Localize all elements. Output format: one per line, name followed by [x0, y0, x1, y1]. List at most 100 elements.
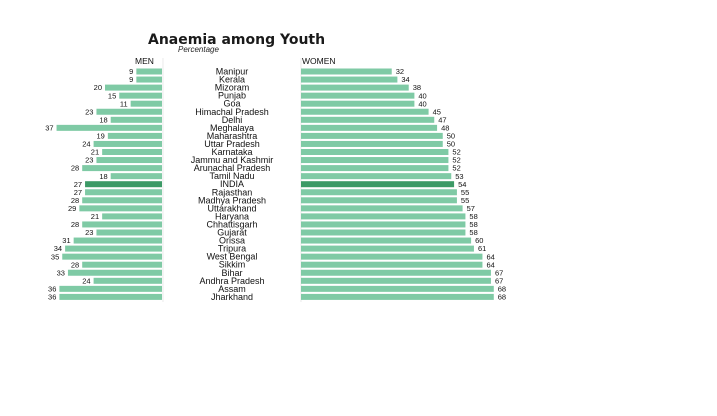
women-value-label: 58 [469, 220, 477, 229]
state-label: Mizoram [215, 83, 250, 93]
men-bar [102, 213, 162, 220]
state-label: INDIA [220, 179, 244, 189]
men-bar [110, 116, 162, 123]
men-value-label: 36 [48, 293, 56, 302]
men-bar [105, 84, 162, 91]
women-value-label: 52 [452, 156, 460, 165]
women-bar [301, 229, 466, 236]
men-bar [119, 92, 162, 99]
women-bar [301, 84, 409, 91]
men-bar [96, 229, 162, 236]
men-column-header: MEN [135, 56, 154, 66]
state-label: Maharashtra [207, 131, 258, 141]
women-value-label: 40 [418, 91, 426, 100]
men-bar [85, 181, 162, 188]
women-bar [301, 140, 443, 147]
men-bar [82, 261, 162, 268]
women-bar [301, 165, 449, 172]
state-label: Tamil Nadu [209, 171, 254, 181]
state-label: Assam [218, 284, 246, 294]
women-value-label: 64 [486, 260, 494, 269]
chart-rows: 9 Manipur 32 9 Kerala 34 20 Mizoram 38 15 Punjab 40… [45, 67, 506, 302]
state-label: Kerala [219, 75, 245, 85]
women-value-label: 55 [461, 196, 469, 205]
men-value-label: 18 [99, 172, 107, 181]
men-bar [136, 68, 162, 75]
men-bar [102, 149, 162, 155]
women-value-label: 40 [418, 99, 426, 108]
state-label: Sikkim [219, 260, 246, 270]
men-bar [136, 76, 162, 83]
men-value-label: 28 [71, 220, 79, 229]
men-value-label: 19 [97, 132, 105, 141]
chart-subtitle: Percentage [178, 45, 219, 54]
chart-title: Anaemia among Youth [148, 32, 325, 48]
men-bar [93, 277, 162, 284]
women-bar [301, 157, 449, 164]
women-bar [301, 189, 457, 196]
men-bar [82, 165, 162, 172]
women-bar [301, 173, 452, 180]
state-label: Goa [223, 99, 240, 109]
women-value-label: 58 [469, 212, 477, 221]
women-value-label: 50 [447, 132, 455, 141]
men-bar [82, 221, 162, 228]
women-value-label: 67 [495, 276, 503, 285]
women-value-label: 47 [438, 115, 446, 124]
men-value-label: 35 [51, 252, 59, 261]
men-value-label: 11 [120, 99, 128, 108]
women-bar [301, 149, 449, 155]
men-bar [96, 157, 162, 164]
women-value-label: 32 [396, 67, 404, 76]
state-label: Himachal Pradesh [195, 107, 269, 117]
women-bar [301, 68, 392, 75]
women-bar [301, 100, 415, 107]
women-value-label: 57 [467, 204, 475, 213]
men-bar [130, 100, 162, 107]
women-bar [301, 108, 429, 115]
women-value-label: 34 [401, 75, 409, 84]
men-value-label: 24 [82, 276, 90, 285]
men-value-label: 23 [85, 107, 93, 116]
state-label: Rajasthan [212, 187, 253, 197]
state-label: Karnataka [211, 147, 252, 157]
men-bar [93, 140, 162, 147]
men-bar [65, 245, 162, 252]
women-column-header: WOMEN [302, 56, 336, 66]
men-value-label: 28 [71, 260, 79, 269]
men-bar [59, 293, 162, 300]
women-value-label: 48 [441, 123, 449, 132]
men-value-label: 23 [85, 228, 93, 237]
women-value-label: 61 [478, 244, 486, 253]
men-bar [56, 124, 162, 131]
state-label: Uttar Pradesh [204, 139, 260, 149]
men-bar [85, 189, 162, 196]
men-value-label: 21 [91, 148, 99, 157]
women-value-label: 54 [458, 180, 466, 189]
state-label: Orissa [219, 236, 245, 246]
men-value-label: 33 [57, 268, 65, 277]
state-label: Chhattisgarh [206, 219, 257, 229]
women-value-label: 68 [498, 293, 506, 302]
men-value-label: 15 [108, 91, 116, 100]
men-value-label: 36 [48, 284, 56, 293]
women-bar [301, 181, 455, 188]
women-value-label: 55 [461, 188, 469, 197]
men-value-label: 24 [82, 140, 90, 149]
men-bar [82, 197, 162, 204]
state-label: Punjab [218, 91, 246, 101]
women-bar [301, 92, 415, 99]
men-value-label: 9 [129, 75, 133, 84]
state-label: Jharkhand [211, 292, 253, 302]
women-value-label: 52 [452, 164, 460, 173]
state-label: Arunachal Pradesh [194, 163, 271, 173]
women-bar [301, 261, 483, 268]
men-value-label: 23 [85, 156, 93, 165]
men-bar [59, 285, 162, 292]
state-label: Manipur [216, 67, 249, 77]
women-bar [301, 213, 466, 220]
women-value-label: 67 [495, 268, 503, 277]
women-bar [301, 277, 491, 284]
state-label: Haryana [215, 211, 249, 221]
